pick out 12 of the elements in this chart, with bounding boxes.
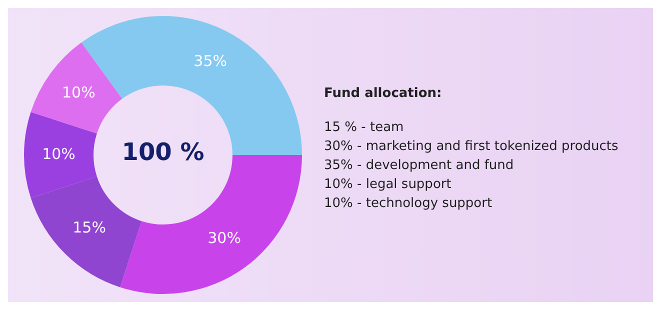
text: 10% - technology support [324,195,494,213]
data-label: 10% [62,84,96,102]
text: 100 % [120,138,206,166]
text: 35% - development and fund [324,157,515,175]
data-label: 10% [42,144,76,163]
text: Fund allocation: [324,86,443,101]
data-label: 35% [194,52,227,70]
data-label: 15% [72,218,106,237]
text: 15 % - team [324,119,405,137]
text: 10% - legal support [324,176,452,194]
data-label: 30% [208,229,241,248]
text: 30% - marketing and first tokenized products [324,138,620,156]
